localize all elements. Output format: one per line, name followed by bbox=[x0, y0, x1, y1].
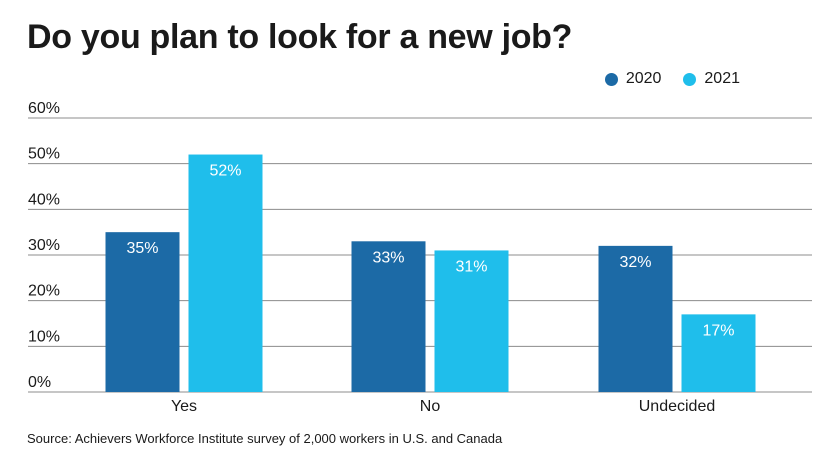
category-label-no: No bbox=[420, 398, 441, 415]
category-label-undecided: Undecided bbox=[639, 398, 716, 415]
data-label-yes-2021: 52% bbox=[209, 163, 241, 180]
legend-label-2021: 2021 bbox=[704, 70, 740, 87]
y-tick-label-50: 50% bbox=[28, 146, 60, 163]
y-tick-label-30: 30% bbox=[28, 237, 60, 254]
bar-undecided-2020 bbox=[598, 245, 673, 392]
legend-item-2020: 2020 bbox=[604, 70, 662, 88]
y-tick-label-60: 60% bbox=[28, 100, 60, 117]
y-tick-label-0: 0% bbox=[28, 374, 51, 391]
legend-swatch-2021 bbox=[683, 72, 697, 86]
data-label-undecided-2021: 17% bbox=[702, 322, 734, 339]
data-label-no-2020: 33% bbox=[372, 249, 404, 266]
legend-label-2020: 2020 bbox=[625, 70, 662, 87]
data-label-undecided-2020: 32% bbox=[619, 254, 651, 271]
y-tick-label-40: 40% bbox=[28, 191, 60, 208]
y-tick-label-20: 20% bbox=[28, 283, 60, 300]
y-tick-label-10: 10% bbox=[28, 328, 60, 345]
chart-title: Do you plan to look for a new job? bbox=[27, 18, 573, 56]
source-note: Source: Achievers Workforce Institute su… bbox=[27, 431, 503, 446]
bar-yes-2020 bbox=[105, 232, 180, 392]
legend: 2020 2021 bbox=[604, 70, 740, 88]
bar-yes-2021 bbox=[188, 154, 263, 392]
legend-swatch-2020 bbox=[604, 72, 618, 86]
bar-no-2020 bbox=[351, 241, 426, 392]
data-label-no-2021: 31% bbox=[455, 258, 487, 275]
bar-undecided-2021 bbox=[681, 314, 756, 392]
bar-no-2021 bbox=[434, 250, 509, 392]
category-label-yes: Yes bbox=[171, 398, 197, 415]
data-label-yes-2020: 35% bbox=[126, 240, 158, 257]
legend-item-2021: 2021 bbox=[683, 70, 740, 88]
